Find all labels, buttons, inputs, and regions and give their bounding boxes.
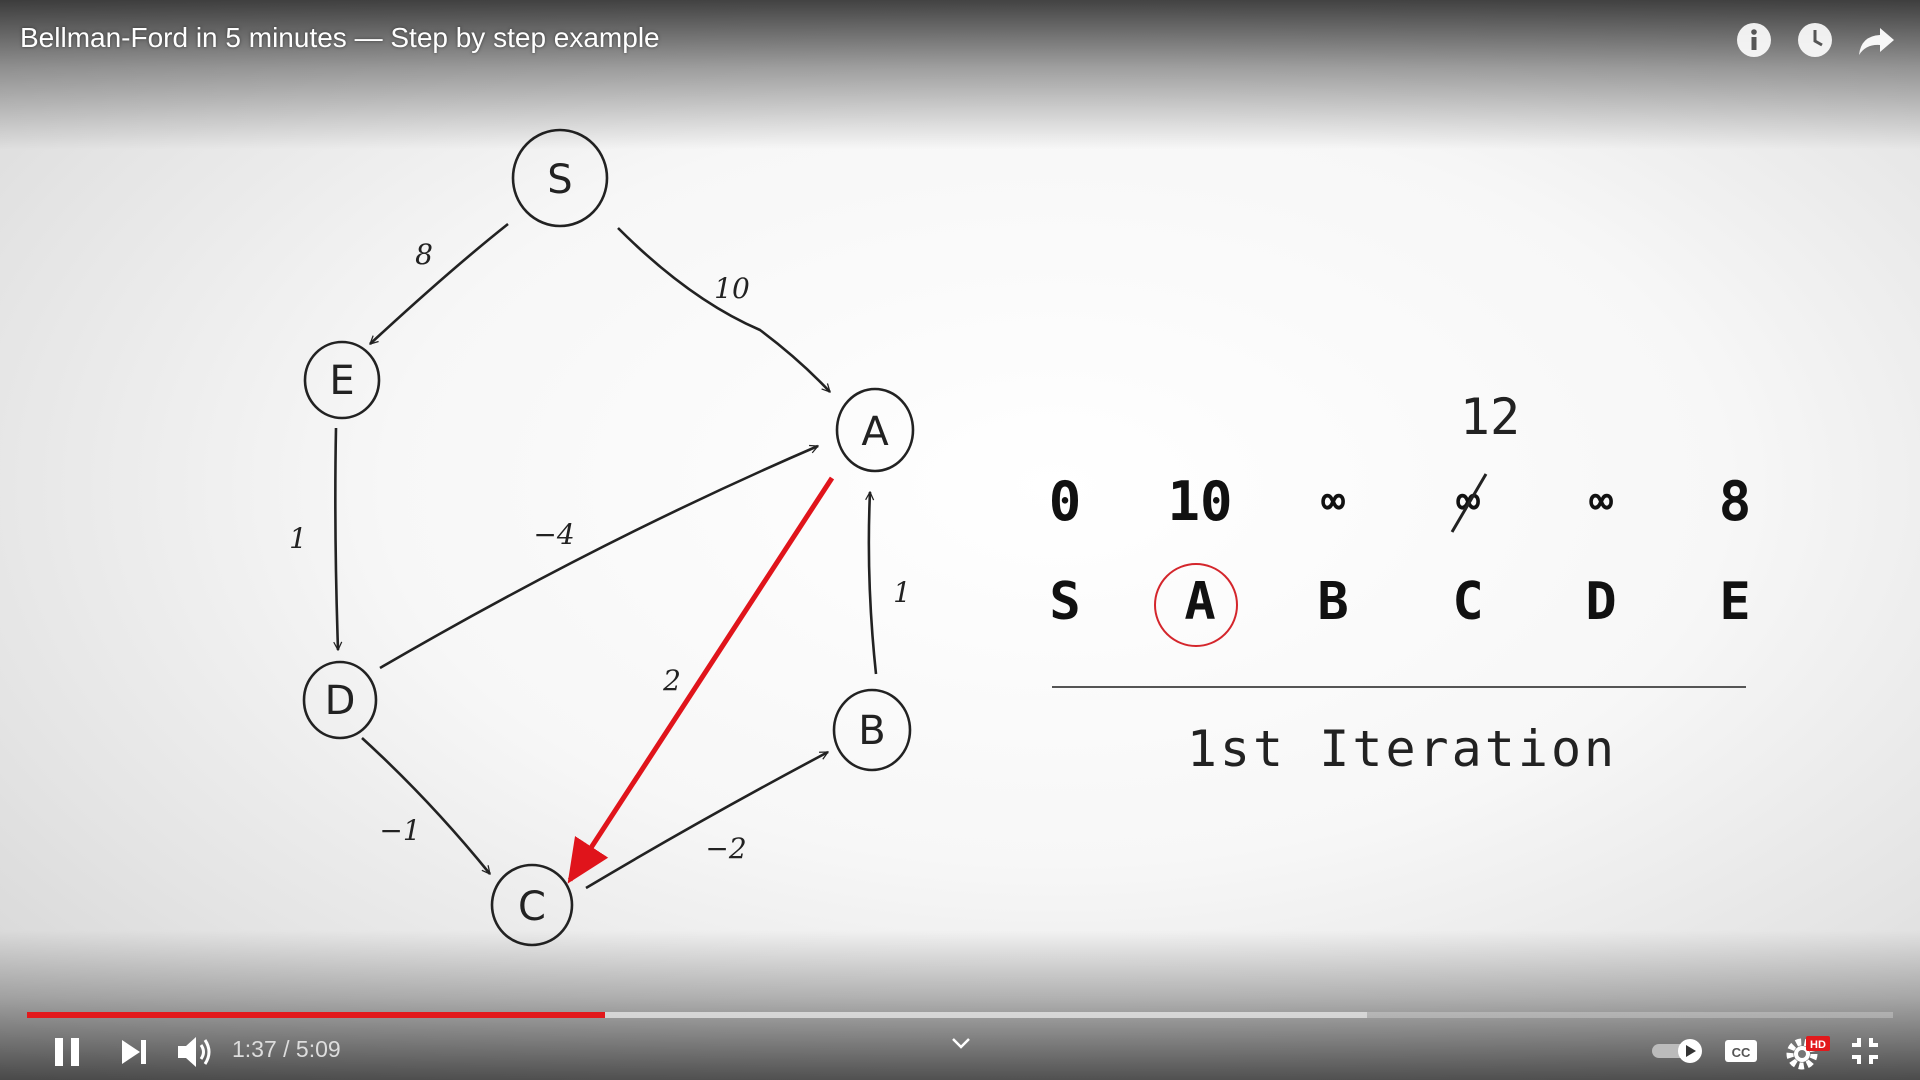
- distance-s: 0: [1048, 470, 1082, 533]
- weight-s-e: 8: [415, 238, 433, 271]
- edge-s-a: [617, 227, 830, 392]
- weight-s-a: 10: [714, 272, 750, 305]
- share-icon[interactable]: [1856, 20, 1896, 60]
- distance-e: 8: [1718, 470, 1752, 533]
- pause-icon[interactable]: [50, 1034, 86, 1070]
- svg-text:S: S: [547, 157, 572, 203]
- edge-c-b: [585, 750, 828, 890]
- weight-b-a: 1: [893, 576, 911, 609]
- edge-b-a: [869, 492, 878, 675]
- watch-later-icon[interactable]: [1795, 20, 1835, 60]
- svg-text:B: B: [858, 708, 885, 754]
- captions-icon[interactable]: CC: [1722, 1036, 1762, 1066]
- progress-played: [27, 1012, 606, 1018]
- svg-text:D: D: [325, 678, 356, 724]
- strikethrough-mark: [1450, 473, 1488, 533]
- current-vertex-highlight-ring: [1154, 563, 1238, 647]
- vertex-label-s: S: [1049, 572, 1081, 632]
- edge-a-c-highlighted: [567, 476, 835, 884]
- volume-icon[interactable]: [174, 1032, 214, 1072]
- info-icon[interactable]: [1734, 20, 1774, 60]
- progress-loaded: [27, 1012, 1367, 1018]
- node-a: A: [835, 387, 915, 473]
- updated-distance-c: 12: [1459, 388, 1521, 446]
- edge-d-a: [379, 444, 818, 670]
- autoplay-toggle-icon[interactable]: [1650, 1036, 1706, 1066]
- distance-d: ∞: [1588, 478, 1614, 524]
- vertex-label-d: D: [1585, 572, 1617, 632]
- bottom-gradient: [0, 930, 1920, 1080]
- edge-s-e: [370, 222, 509, 345]
- next-icon[interactable]: [118, 1036, 150, 1068]
- iteration-label: 1st Iteration: [1186, 720, 1618, 778]
- edge-d-c: [361, 737, 492, 874]
- hd-badge-label: HD: [1810, 1039, 1826, 1051]
- settings-icon[interactable]: HD: [1782, 1030, 1832, 1072]
- weight-a-c: 2: [662, 664, 681, 697]
- vertex-label-c: C: [1452, 572, 1484, 632]
- exit-fullscreen-icon[interactable]: [1848, 1034, 1882, 1068]
- node-d: D: [302, 660, 378, 740]
- vertex-label-e: E: [1719, 572, 1751, 632]
- weight-d-c: −1: [379, 814, 420, 847]
- weight-e-d: 1: [289, 522, 307, 555]
- time-display: 1:37 / 5:09: [232, 1036, 341, 1062]
- svg-text:A: A: [861, 409, 889, 455]
- weight-d-a: −4: [533, 518, 574, 551]
- distance-b: ∞: [1320, 478, 1346, 524]
- node-c: C: [490, 863, 574, 947]
- progress-bar[interactable]: [27, 1012, 1893, 1018]
- top-gradient: [0, 0, 1920, 150]
- table-divider: [1052, 686, 1746, 688]
- chevron-down-icon[interactable]: [950, 1036, 972, 1052]
- node-b: B: [832, 688, 912, 772]
- video-title[interactable]: Bellman-Ford in 5 minutes — Step by step…: [20, 22, 660, 53]
- hd-badge: [1806, 1036, 1830, 1051]
- vertex-label-b: B: [1317, 572, 1349, 632]
- svg-text:E: E: [329, 358, 354, 404]
- distance-a: 10: [1167, 470, 1233, 533]
- svg-text:C: C: [518, 884, 546, 930]
- svg-text:CC: CC: [1732, 1045, 1751, 1060]
- node-e: E: [303, 340, 381, 420]
- edge-e-d: [335, 427, 338, 650]
- weight-c-b: −2: [705, 832, 746, 865]
